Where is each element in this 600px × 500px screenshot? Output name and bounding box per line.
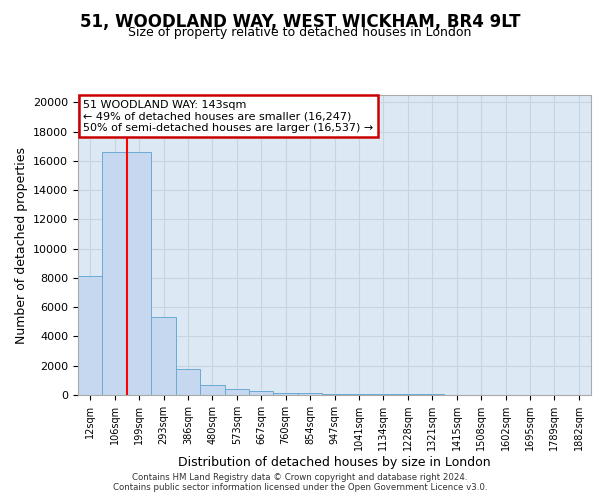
- Bar: [371, 394, 395, 395]
- Text: Contains HM Land Registry data © Crown copyright and database right 2024.
Contai: Contains HM Land Registry data © Crown c…: [113, 473, 487, 492]
- Bar: [298, 393, 322, 395]
- Bar: [347, 394, 371, 395]
- Bar: [249, 392, 274, 395]
- Bar: [420, 394, 445, 395]
- Bar: [127, 152, 151, 395]
- Text: 51, WOODLAND WAY, WEST WICKHAM, BR4 9LT: 51, WOODLAND WAY, WEST WICKHAM, BR4 9LT: [80, 12, 520, 30]
- Bar: [322, 394, 347, 395]
- Bar: [224, 389, 249, 395]
- Bar: [176, 368, 200, 395]
- Bar: [395, 394, 420, 395]
- X-axis label: Distribution of detached houses by size in London: Distribution of detached houses by size …: [178, 456, 491, 469]
- Text: Size of property relative to detached houses in London: Size of property relative to detached ho…: [128, 26, 472, 39]
- Text: 51 WOODLAND WAY: 143sqm
← 49% of detached houses are smaller (16,247)
50% of sem: 51 WOODLAND WAY: 143sqm ← 49% of detache…: [83, 100, 373, 132]
- Bar: [200, 385, 224, 395]
- Bar: [151, 318, 176, 395]
- Bar: [274, 392, 298, 395]
- Bar: [78, 276, 103, 395]
- Y-axis label: Number of detached properties: Number of detached properties: [14, 146, 28, 344]
- Bar: [103, 152, 127, 395]
